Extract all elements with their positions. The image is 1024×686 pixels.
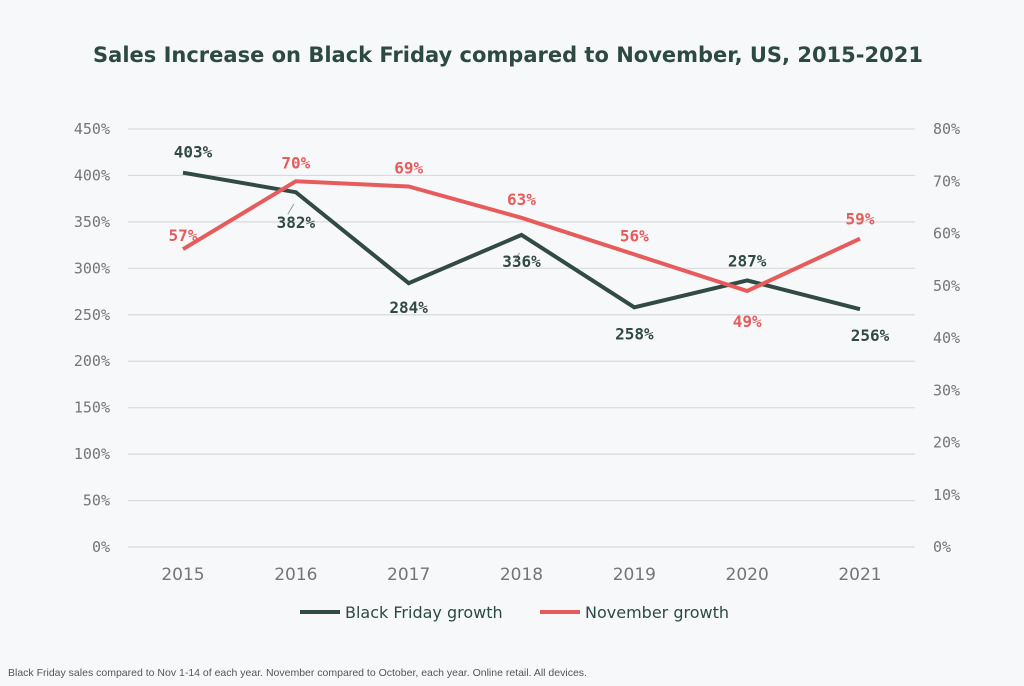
left-tick-label-300: 300% [74, 259, 110, 277]
x-tick-label-2020: 2020 [726, 565, 769, 585]
x-tick-label-2017: 2017 [387, 565, 430, 585]
data-label-november-growth-2016: 70% [281, 153, 310, 172]
left-tick-label-450: 450% [74, 120, 110, 138]
legend: Black Friday growth November growth [300, 603, 729, 622]
series-lines [181, 170, 861, 312]
data-label-november-growth-2017: 69% [394, 158, 423, 177]
data-label-leader-black-friday-growth-2018 [513, 252, 520, 264]
data-label-leader-black-friday-growth-2016 [287, 203, 295, 215]
data-labels: 403% 382% 284% 336% 258% 287% 256% 57% 70% 69% 63%… [169, 143, 890, 346]
right-tick-label-70: 70% [933, 172, 960, 190]
series-line-november-growth [181, 179, 861, 294]
left-tick-label-250: 250% [74, 306, 110, 324]
left-tick-label-150: 150% [74, 399, 110, 417]
x-tick-label-2021: 2021 [838, 565, 881, 585]
right-tick-label-40: 40% [933, 329, 960, 347]
data-label-black-friday-growth-2019: 258% [615, 324, 654, 343]
data-label-november-growth-2021: 59% [846, 210, 875, 229]
right-tick-label-20: 20% [933, 434, 960, 452]
left-y-axis: 0% 50% 100% 150% 200% 250% 300% 350% 400% 450% [74, 120, 110, 556]
legend-label-black-friday: Black Friday growth [345, 603, 503, 622]
left-tick-label-400: 400% [74, 166, 110, 184]
x-tick-label-2015: 2015 [161, 565, 204, 585]
right-y-axis: 0% 10% 20% 30% 40% 50% 60% 70% 80% [933, 120, 960, 556]
left-tick-label-100: 100% [74, 445, 110, 463]
data-label-black-friday-growth-2018: 336% [502, 252, 541, 271]
left-tick-label-350: 350% [74, 213, 110, 231]
x-tick-label-2018: 2018 [500, 565, 543, 585]
left-tick-label-50: 50% [83, 492, 110, 510]
grid-lines [128, 128, 915, 548]
chart-footnote: Black Friday sales compared to Nov 1-14 … [8, 667, 587, 679]
data-label-november-growth-2019: 56% [620, 226, 649, 245]
right-tick-label-60: 60% [933, 225, 960, 243]
x-tick-label-2016: 2016 [274, 565, 317, 585]
right-tick-label-0: 0% [933, 538, 951, 556]
data-label-november-growth-2015: 57% [169, 226, 198, 245]
legend-label-november: November growth [585, 603, 729, 622]
x-tick-label-2019: 2019 [613, 565, 656, 585]
data-label-black-friday-growth-2021: 256% [851, 326, 890, 345]
data-label-black-friday-growth-2017: 284% [389, 298, 428, 317]
x-axis: 2015 2016 2017 2018 2019 2020 2021 [161, 565, 881, 585]
series-line-black-friday-growth [182, 170, 861, 312]
right-tick-label-80: 80% [933, 120, 960, 138]
chart-title: Sales Increase on Black Friday compared … [93, 43, 923, 67]
left-tick-label-0: 0% [92, 538, 110, 556]
left-tick-label-200: 200% [74, 352, 110, 370]
data-label-black-friday-growth-2016: 382% [277, 213, 316, 232]
right-tick-label-50: 50% [933, 277, 960, 295]
data-label-black-friday-growth-2015: 403% [174, 143, 213, 162]
right-tick-label-30: 30% [933, 381, 960, 399]
data-label-black-friday-growth-2020: 287% [728, 251, 767, 270]
data-label-november-growth-2018: 63% [507, 190, 536, 209]
right-tick-label-10: 10% [933, 486, 960, 504]
data-label-november-growth-2020: 49% [733, 312, 762, 331]
